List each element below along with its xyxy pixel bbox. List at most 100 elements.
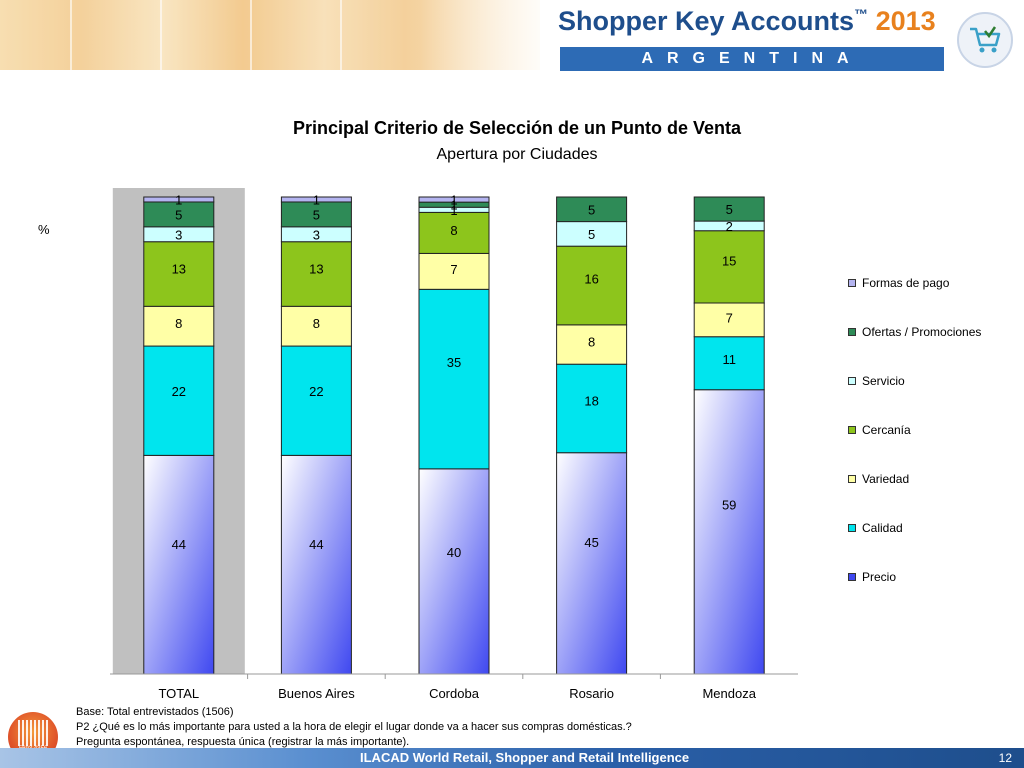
data-label: 45 bbox=[584, 535, 598, 550]
y-axis-label: % bbox=[38, 222, 50, 237]
bar-segment-cercan-a bbox=[693, 230, 765, 304]
page-number: 12 bbox=[998, 751, 1012, 765]
data-label: 1 bbox=[313, 192, 320, 207]
bar-segment-variedad bbox=[280, 305, 352, 347]
note-answer-type: Pregunta espontánea, respuesta única (re… bbox=[76, 736, 410, 748]
data-label: 1 bbox=[175, 192, 182, 207]
legend-label: Calidad bbox=[862, 521, 903, 535]
bar-segment-precio bbox=[693, 389, 765, 675]
note-question: P2 ¿Qué es lo más importante para usted … bbox=[76, 721, 632, 733]
data-label: 1 bbox=[450, 198, 457, 213]
legend-swatch bbox=[848, 573, 856, 581]
bar-segment-cercan-a bbox=[280, 241, 352, 307]
bar-segment-calidad bbox=[418, 288, 490, 470]
bar-segment-calidad bbox=[143, 345, 215, 456]
data-label: 13 bbox=[172, 262, 186, 277]
data-label: 7 bbox=[450, 262, 457, 277]
data-label: 5 bbox=[175, 207, 182, 222]
bar-segment-ofertas-promociones bbox=[556, 196, 628, 223]
legend-swatch bbox=[848, 524, 856, 532]
data-label: 8 bbox=[450, 223, 457, 238]
bar-segment-precio bbox=[143, 454, 215, 675]
chart-title: Principal Criterio de Selección de un Pu… bbox=[292, 118, 742, 138]
shopping-cart-icon bbox=[957, 12, 1013, 68]
bar-segment-servicio bbox=[556, 221, 628, 247]
data-label: 8 bbox=[175, 316, 182, 331]
x-tick-label: Buenos Aires bbox=[278, 686, 355, 701]
bar-segment-precio bbox=[556, 452, 628, 675]
x-tick-label: TOTAL bbox=[158, 686, 199, 701]
brand-name: Shopper Key Accounts bbox=[558, 6, 855, 36]
legend-label: Ofertas / Promociones bbox=[862, 325, 982, 339]
bar-segment-precio bbox=[280, 454, 352, 675]
legend-label: Servicio bbox=[862, 374, 905, 388]
legend-item: Precio bbox=[848, 570, 896, 584]
data-label: 5 bbox=[726, 202, 733, 217]
legend-swatch bbox=[848, 426, 856, 434]
bar-segment-ofertas-promociones bbox=[693, 196, 765, 222]
data-label: 59 bbox=[722, 497, 736, 512]
legend-item: Formas de pago bbox=[848, 276, 949, 290]
bar-segment-calidad bbox=[280, 345, 352, 456]
bar-segment-calidad bbox=[693, 336, 765, 391]
bar-segment-variedad bbox=[556, 324, 628, 365]
legend-label: Variedad bbox=[862, 472, 910, 486]
legend-swatch bbox=[848, 377, 856, 385]
data-label: 3 bbox=[313, 227, 320, 242]
data-label: 5 bbox=[588, 227, 595, 242]
data-label: 3 bbox=[175, 227, 182, 242]
legend-label: Cercanía bbox=[862, 423, 911, 437]
note-base: Base: Total entrevistados (1506) bbox=[76, 706, 234, 718]
data-label: 22 bbox=[172, 384, 186, 399]
bar-segment-ofertas-promociones bbox=[280, 201, 352, 228]
x-tick-label: Rosario bbox=[569, 686, 614, 701]
data-label: 5 bbox=[313, 207, 320, 222]
bar-segment-variedad bbox=[418, 252, 490, 290]
x-tick-label: Cordoba bbox=[429, 686, 480, 701]
x-tick-label: Mendoza bbox=[702, 686, 756, 701]
chart-subtitle: Apertura por Ciudades bbox=[436, 146, 598, 163]
legend-item: Cercanía bbox=[848, 423, 911, 437]
chart-notes: Base: Total entrevistados (1506) P2 ¿Qué… bbox=[76, 705, 632, 750]
legend-swatch bbox=[848, 328, 856, 336]
data-label: 8 bbox=[588, 335, 595, 350]
data-label: 44 bbox=[309, 537, 323, 552]
data-label: 7 bbox=[726, 310, 733, 325]
data-label: 1 bbox=[450, 203, 457, 218]
data-label: 5 bbox=[588, 202, 595, 217]
data-label: 18 bbox=[584, 394, 598, 409]
data-label: 35 bbox=[447, 355, 461, 370]
legend-label: Precio bbox=[862, 570, 897, 584]
bar-segment-precio bbox=[418, 468, 490, 675]
bar-segment-formas-de-pago bbox=[418, 196, 490, 203]
bar-segment-cercan-a bbox=[556, 245, 628, 326]
country-bar: ARGENTINA bbox=[560, 47, 944, 71]
data-label: 11 bbox=[722, 352, 736, 367]
data-label: 16 bbox=[584, 272, 598, 287]
bar-segment-formas-de-pago bbox=[143, 196, 215, 203]
brand-tm: ™ bbox=[854, 6, 869, 22]
bar-segment-formas-de-pago bbox=[280, 196, 352, 203]
header-fade bbox=[420, 0, 560, 70]
legend-item: Calidad bbox=[848, 521, 903, 535]
footer-text: ILACAD World Retail, Shopper and Retail … bbox=[360, 750, 690, 765]
data-label: 15 bbox=[722, 254, 736, 269]
legend-label: Formas de pago bbox=[862, 276, 950, 290]
bar-segment-cercan-a bbox=[418, 211, 490, 254]
data-label: 8 bbox=[313, 316, 320, 331]
barcode-icon bbox=[18, 720, 48, 746]
data-label: 1 bbox=[450, 193, 457, 208]
footer-bar: ILACAD World Retail, Shopper and Retail … bbox=[0, 748, 1024, 768]
bar-segment-variedad bbox=[143, 305, 215, 347]
data-label: 22 bbox=[309, 384, 323, 399]
data-label: 40 bbox=[447, 545, 461, 560]
data-label: 13 bbox=[309, 262, 323, 277]
legend-item: Variedad bbox=[848, 472, 909, 486]
data-label: 44 bbox=[172, 537, 186, 552]
legend-swatch bbox=[848, 279, 856, 287]
data-label: 2 bbox=[726, 219, 733, 234]
header-banner: Shopper Key Accounts™ 2013 ARGENTINA bbox=[0, 0, 1024, 80]
bar-segment-calidad bbox=[556, 363, 628, 454]
legend-swatch bbox=[848, 475, 856, 483]
